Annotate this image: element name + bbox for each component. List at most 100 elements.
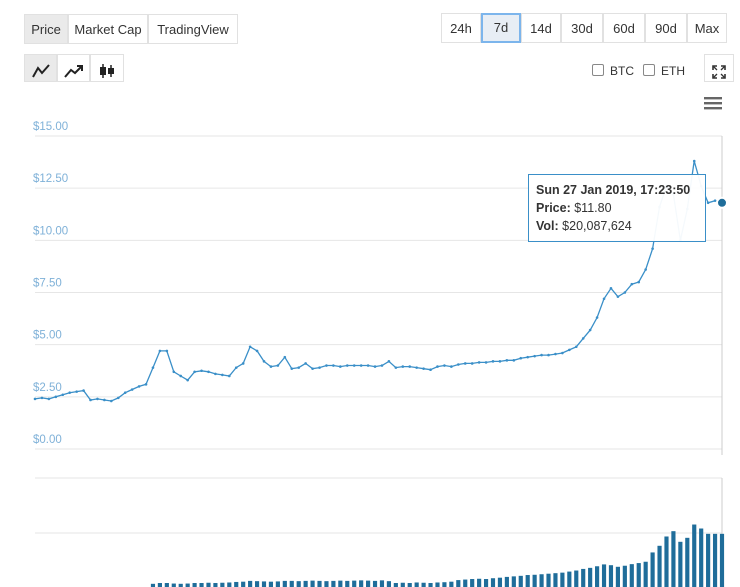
volume-bar	[366, 580, 371, 587]
candlestick-button[interactable]	[90, 54, 124, 82]
volume-bar	[345, 580, 350, 587]
range-button[interactable]: 60d	[603, 13, 645, 43]
checkbox[interactable]	[592, 64, 604, 76]
volume-bar	[442, 582, 447, 587]
point	[540, 353, 543, 357]
volume-bar	[359, 580, 364, 587]
volume-bar	[518, 575, 523, 587]
volume-bar	[234, 581, 239, 587]
volume-bar	[171, 583, 176, 587]
point	[609, 287, 613, 290]
volume-bar	[699, 528, 704, 587]
volume-bar	[595, 566, 600, 587]
point	[630, 282, 634, 286]
point	[165, 349, 169, 353]
volume-bar	[678, 541, 683, 587]
point	[692, 159, 696, 163]
volume-bar	[393, 583, 398, 587]
checkbox[interactable]	[643, 64, 655, 76]
point	[262, 360, 266, 363]
tab[interactable]: TradingView	[148, 14, 238, 44]
range-button[interactable]: Max	[687, 13, 727, 43]
range-button[interactable]: 24h	[441, 13, 481, 43]
point	[318, 366, 321, 369]
point	[75, 390, 78, 393]
point	[443, 364, 446, 367]
tab[interactable]: Market Cap	[68, 14, 148, 44]
point	[207, 370, 210, 374]
range-button[interactable]: 7d	[481, 13, 521, 43]
volume-bar	[470, 579, 475, 587]
y-tick-label: $10.00	[33, 225, 68, 237]
point	[33, 397, 37, 401]
volume-bar	[331, 580, 336, 587]
volume-bar	[712, 533, 718, 587]
point	[339, 365, 342, 368]
price-line	[34, 160, 723, 402]
compare-checkbox[interactable]: BTC	[592, 64, 634, 78]
volume-bar	[567, 571, 572, 587]
fullscreen-button[interactable]	[704, 54, 734, 82]
volume-bar	[178, 583, 183, 587]
volume-bar	[414, 582, 419, 587]
point	[54, 395, 58, 399]
volume-bar	[275, 581, 280, 587]
volume-bar	[671, 531, 676, 587]
point	[332, 364, 335, 367]
area-chart-button[interactable]	[57, 54, 90, 82]
volume-bar	[421, 582, 426, 587]
volume-bar	[601, 564, 607, 587]
point	[158, 349, 162, 353]
tab[interactable]: Price	[24, 14, 68, 44]
point	[526, 355, 529, 359]
point	[103, 398, 106, 402]
tooltip-row: Price: $11.80	[536, 199, 698, 217]
volume-bar	[539, 574, 544, 587]
icon	[100, 64, 114, 78]
volume-bar	[213, 583, 218, 587]
point	[505, 359, 509, 362]
volume-bar	[241, 581, 246, 587]
volume-bar	[504, 576, 509, 587]
compare-checkbox[interactable]: ETH	[643, 64, 685, 78]
volume-bar	[664, 536, 669, 587]
point	[179, 374, 183, 378]
volume-bar	[463, 579, 468, 587]
range-button[interactable]: 30d	[561, 13, 603, 43]
volume-bar	[386, 581, 391, 587]
volume-bar	[400, 582, 405, 587]
range-button[interactable]: 90d	[645, 13, 687, 43]
tooltip: Sun 27 Jan 2019, 17:23:50 Price: $11.80 …	[528, 174, 706, 242]
volume-bar	[525, 575, 530, 587]
point	[554, 352, 557, 356]
volume-bar	[428, 583, 433, 587]
y-tick-label: $5.00	[33, 330, 62, 342]
volume-bar	[157, 583, 162, 587]
point	[255, 349, 259, 353]
menu-icon[interactable]	[704, 96, 722, 110]
tooltip-value: $11.80	[574, 201, 612, 215]
point	[463, 362, 467, 365]
range-button[interactable]: 14d	[521, 13, 561, 43]
volume-bar	[352, 580, 357, 587]
volume-bar	[261, 581, 267, 587]
volume-bar	[622, 565, 627, 587]
line-chart-button[interactable]	[24, 54, 57, 82]
point	[519, 356, 523, 360]
volume-bar	[685, 537, 690, 587]
point	[498, 360, 502, 363]
point	[457, 363, 460, 366]
volume-bar	[192, 583, 197, 587]
volume-bar	[310, 580, 315, 587]
point	[651, 247, 654, 250]
volume-bar	[511, 576, 516, 587]
volume-bar	[650, 552, 655, 587]
tooltip-label: Price:	[536, 201, 571, 215]
point	[429, 368, 432, 372]
volume-bar	[719, 533, 725, 587]
volume-bar	[379, 580, 385, 587]
point	[436, 365, 439, 368]
point	[110, 399, 113, 403]
point	[401, 365, 405, 368]
point	[477, 361, 481, 364]
